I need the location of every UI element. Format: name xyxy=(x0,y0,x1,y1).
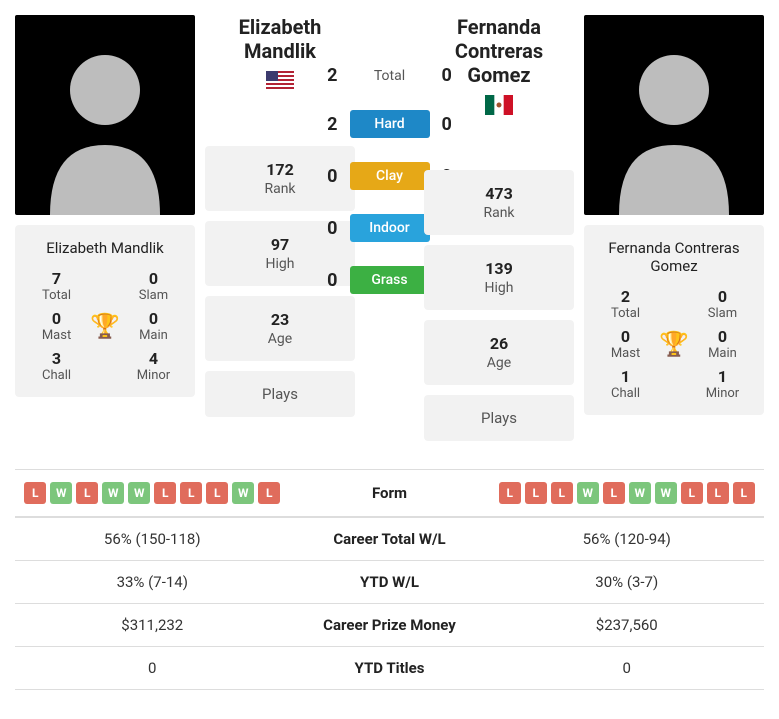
p1-form: LWLWWLLLWL xyxy=(15,482,290,504)
p1-mast-lbl: Mast xyxy=(23,328,90,343)
form-label: Form xyxy=(290,484,490,502)
p1-age-card: 23Age xyxy=(205,296,355,361)
player-silhouette-icon xyxy=(604,35,744,215)
form-row: LWLWWLLLWL Form LLLWLWWLLL xyxy=(15,469,764,517)
form-result[interactable]: W xyxy=(232,482,254,504)
p2-high-card: 139High xyxy=(424,245,574,310)
p1-total-val: 7 xyxy=(23,269,90,288)
player1-name-label[interactable]: Elizabeth Mandlik xyxy=(23,239,187,257)
form-result[interactable]: L xyxy=(681,482,703,504)
p2-age: 26 xyxy=(430,334,568,353)
form-result[interactable]: L xyxy=(180,482,202,504)
player1-card: Elizabeth Mandlik 7Total 0Slam 0Mast 🏆 0… xyxy=(15,225,195,397)
h2h-grass-p1: 0 xyxy=(327,270,337,291)
p2-minor-val: 1 xyxy=(689,367,756,386)
p1-age: 23 xyxy=(211,310,349,329)
stat-label: Career Total W/L xyxy=(290,530,490,548)
middle-section: Elizabeth Mandlik 172Rank 97High 23Age P… xyxy=(205,15,574,441)
p2-main-val: 0 xyxy=(689,327,756,346)
trophy-icon: 🏆 xyxy=(659,330,689,358)
p2-plays-card: Plays xyxy=(424,395,574,441)
h2h-indoor-pill[interactable]: Indoor xyxy=(350,214,430,242)
stat-row: $311,232Career Prize Money$237,560 xyxy=(15,604,764,647)
stat-p1: 56% (150-118) xyxy=(15,530,290,548)
h2h-column: 2Total0 2Hard0 0Clay0 0Indoor0 0Grass0 xyxy=(363,15,416,441)
player2-name-label[interactable]: Fernanda Contreras Gomez xyxy=(592,239,756,275)
flag-usa-icon xyxy=(266,71,294,91)
h2h-total-label: Total xyxy=(350,68,430,84)
stat-row: 33% (7-14)YTD W/L30% (3-7) xyxy=(15,561,764,604)
stat-label: YTD W/L xyxy=(290,573,490,591)
p1-plays-card: Plays xyxy=(205,371,355,417)
p2-rank: 473 xyxy=(430,184,568,203)
stat-p2: $237,560 xyxy=(490,616,765,634)
top-section: Elizabeth Mandlik 7Total 0Slam 0Mast 🏆 0… xyxy=(15,15,764,441)
form-result[interactable]: W xyxy=(102,482,124,504)
player1-column: Elizabeth Mandlik 7Total 0Slam 0Mast 🏆 0… xyxy=(15,15,195,397)
p2-total-val: 2 xyxy=(592,287,659,306)
stat-p1: $311,232 xyxy=(15,616,290,634)
p1-chall-val: 3 xyxy=(23,349,90,368)
form-result[interactable]: L xyxy=(525,482,547,504)
h2h-total-p1: 2 xyxy=(327,65,337,86)
stat-p1: 0 xyxy=(15,659,290,677)
form-result[interactable]: L xyxy=(733,482,755,504)
h2h-indoor-p1: 0 xyxy=(327,218,337,239)
h2h-clay-p1: 0 xyxy=(327,166,337,187)
p2-rank-card: 473Rank xyxy=(424,170,574,235)
stats-table: LWLWWLLLWL Form LLLWLWWLLL 56% (150-118)… xyxy=(15,469,764,690)
form-result[interactable]: W xyxy=(128,482,150,504)
flag-mexico-icon xyxy=(485,95,513,115)
h2h-hard-p1: 2 xyxy=(327,114,337,135)
player2-photo[interactable] xyxy=(584,15,764,215)
p1-chall-lbl: Chall xyxy=(23,368,90,383)
form-result[interactable]: L xyxy=(206,482,228,504)
form-result[interactable]: W xyxy=(50,482,72,504)
p1-mast-val: 0 xyxy=(23,309,90,328)
h2h-grass-pill[interactable]: Grass xyxy=(350,266,430,294)
stat-p1: 33% (7-14) xyxy=(15,573,290,591)
h2h-hard-pill[interactable]: Hard xyxy=(350,110,430,138)
player2-column: Fernanda Contreras Gomez 2Total 0Slam 0M… xyxy=(584,15,764,415)
player2-card: Fernanda Contreras Gomez 2Total 0Slam 0M… xyxy=(584,225,764,415)
p1-slam-val: 0 xyxy=(120,269,187,288)
player-silhouette-icon xyxy=(35,35,175,215)
p2-form: LLLWLWWLLL xyxy=(490,482,765,504)
form-result[interactable]: L xyxy=(76,482,98,504)
p2-high: 139 xyxy=(430,259,568,278)
form-result[interactable]: W xyxy=(577,482,599,504)
player2-heading: Fernanda Contreras Gomez xyxy=(424,15,574,115)
form-result[interactable]: L xyxy=(551,482,573,504)
p1-minor-val: 4 xyxy=(120,349,187,368)
p2-age-card: 26Age xyxy=(424,320,574,385)
form-result[interactable]: L xyxy=(603,482,625,504)
player1-name[interactable]: Elizabeth Mandlik xyxy=(205,15,355,63)
player1-photo[interactable] xyxy=(15,15,195,215)
p1-total-lbl: Total xyxy=(23,288,90,303)
p1-main-val: 0 xyxy=(120,309,187,328)
stat-label: YTD Titles xyxy=(290,659,490,677)
stat-p2: 30% (3-7) xyxy=(490,573,765,591)
form-result[interactable]: L xyxy=(258,482,280,504)
form-result[interactable]: L xyxy=(154,482,176,504)
form-result[interactable]: L xyxy=(24,482,46,504)
p1-slam-lbl: Slam xyxy=(120,288,187,303)
p1-main-lbl: Main xyxy=(120,328,187,343)
stat-p2: 0 xyxy=(490,659,765,677)
stat-row: 0YTD Titles0 xyxy=(15,647,764,690)
form-result[interactable]: W xyxy=(629,482,651,504)
p2-chall-val: 1 xyxy=(592,367,659,386)
stat-label: Career Prize Money xyxy=(290,616,490,634)
stat-row: 56% (150-118)Career Total W/L56% (120-94… xyxy=(15,517,764,561)
trophy-icon: 🏆 xyxy=(90,312,120,340)
p1-minor-lbl: Minor xyxy=(120,368,187,383)
p2-slam-val: 0 xyxy=(689,287,756,306)
h2h-clay-pill[interactable]: Clay xyxy=(350,162,430,190)
form-result[interactable]: L xyxy=(499,482,521,504)
form-result[interactable]: L xyxy=(707,482,729,504)
player2-name[interactable]: Fernanda Contreras Gomez xyxy=(424,15,574,87)
p2-mast-val: 0 xyxy=(592,327,659,346)
stat-p2: 56% (120-94) xyxy=(490,530,765,548)
form-result[interactable]: W xyxy=(655,482,677,504)
